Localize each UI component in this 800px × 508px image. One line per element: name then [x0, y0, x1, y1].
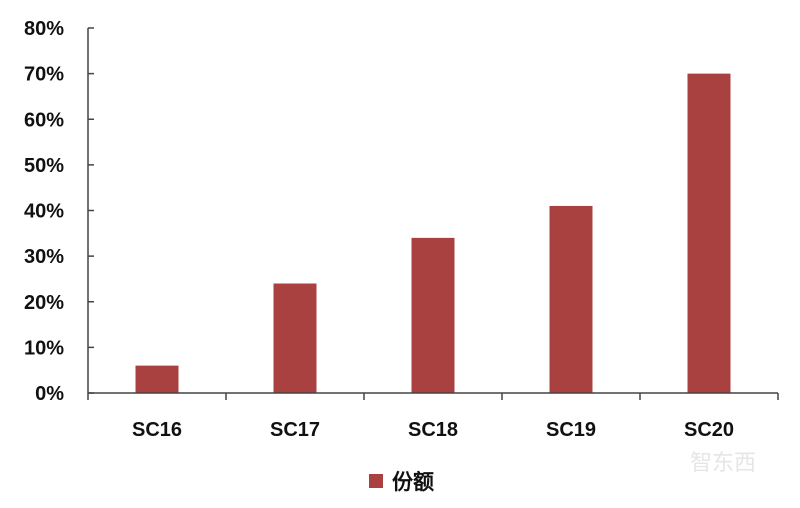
- y-tick-label: 60%: [24, 109, 64, 131]
- y-tick-label: 40%: [24, 201, 64, 223]
- y-tick-label: 50%: [24, 155, 64, 177]
- x-tick-label: SC20: [684, 419, 734, 441]
- y-tick-label: 20%: [24, 292, 64, 314]
- y-tick-label: 10%: [24, 337, 64, 359]
- bar-sc17: [273, 283, 317, 393]
- legend: 份额: [369, 470, 434, 494]
- watermark: 智东西: [690, 451, 756, 476]
- y-tick-label: 0%: [35, 383, 64, 405]
- y-tick-label: 80%: [24, 18, 64, 40]
- bar-sc19: [549, 205, 593, 393]
- x-tick-label: SC19: [546, 419, 596, 441]
- bar-sc16: [135, 365, 179, 393]
- legend-label: 份额: [392, 470, 434, 494]
- legend-swatch: [369, 474, 383, 488]
- x-tick-label: SC16: [132, 419, 182, 441]
- x-tick-label: SC18: [408, 419, 458, 441]
- bar-sc18: [411, 237, 455, 393]
- x-tick-label: SC17: [270, 419, 320, 441]
- y-tick-label: 30%: [24, 246, 64, 268]
- bar-sc20: [687, 73, 731, 393]
- y-tick-label: 70%: [24, 64, 64, 86]
